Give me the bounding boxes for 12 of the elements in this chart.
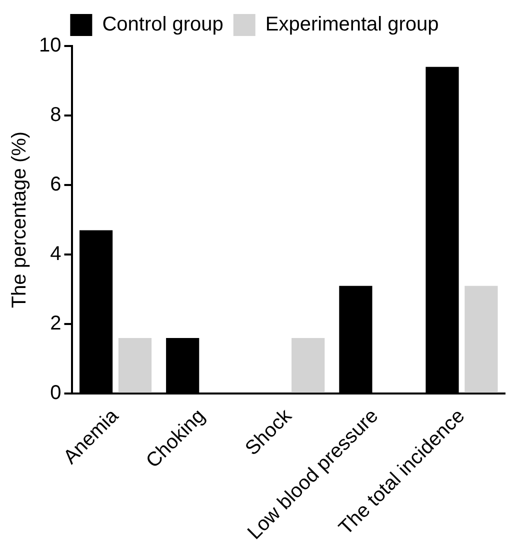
y-axis-title: The percentage (%) (8, 131, 31, 308)
legend-label: Control group (102, 14, 224, 36)
bar (118, 338, 152, 393)
y-tick-label: 2 (50, 312, 62, 335)
y-tick-label: 8 (50, 104, 62, 126)
y-tick-label: 0 (50, 382, 62, 404)
legend-label: Experimental group (265, 14, 439, 36)
y-tick-label: 6 (50, 174, 62, 196)
y-tick-label: 4 (50, 243, 62, 266)
bar (292, 338, 325, 393)
bar (464, 286, 498, 393)
y-tick-label: 10 (38, 34, 62, 57)
